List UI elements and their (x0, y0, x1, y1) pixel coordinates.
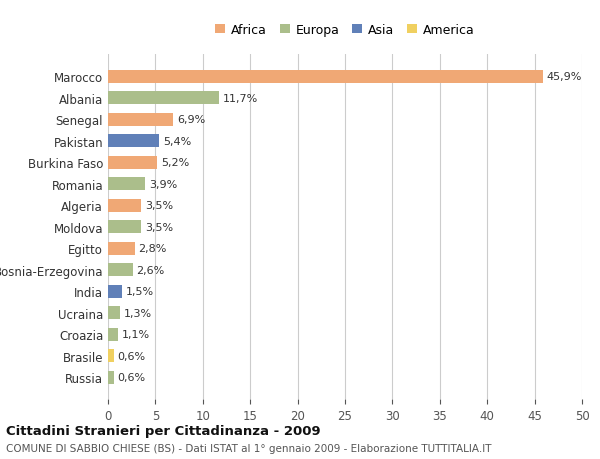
Text: 0,6%: 0,6% (118, 351, 146, 361)
Text: 5,4%: 5,4% (163, 136, 191, 146)
Text: 1,5%: 1,5% (126, 286, 154, 297)
Text: 6,9%: 6,9% (177, 115, 205, 125)
Text: 3,5%: 3,5% (145, 201, 173, 211)
Text: 1,3%: 1,3% (124, 308, 152, 318)
Text: 45,9%: 45,9% (547, 72, 582, 82)
Bar (108, 199, 141, 212)
Bar (108, 263, 133, 276)
Text: COMUNE DI SABBIO CHIESE (BS) - Dati ISTAT al 1° gennaio 2009 - Elaborazione TUTT: COMUNE DI SABBIO CHIESE (BS) - Dati ISTA… (6, 443, 491, 453)
Bar (108, 285, 122, 298)
Bar (108, 371, 113, 384)
Bar (108, 349, 113, 362)
Bar (108, 113, 173, 127)
Bar (108, 328, 118, 341)
Text: 11,7%: 11,7% (223, 94, 258, 104)
Text: 3,5%: 3,5% (145, 222, 173, 232)
Bar (108, 157, 157, 169)
Bar (108, 178, 145, 191)
Text: 0,6%: 0,6% (118, 372, 146, 382)
Legend: Africa, Europa, Asia, America: Africa, Europa, Asia, America (211, 20, 479, 40)
Bar (108, 242, 134, 255)
Text: 1,1%: 1,1% (122, 330, 151, 339)
Bar (108, 221, 141, 234)
Bar (108, 307, 121, 319)
Text: 3,9%: 3,9% (149, 179, 177, 189)
Bar (108, 71, 543, 84)
Text: 2,6%: 2,6% (136, 265, 164, 275)
Bar (108, 92, 219, 105)
Text: 5,2%: 5,2% (161, 158, 190, 168)
Text: 2,8%: 2,8% (139, 244, 167, 254)
Bar (108, 135, 159, 148)
Text: Cittadini Stranieri per Cittadinanza - 2009: Cittadini Stranieri per Cittadinanza - 2… (6, 424, 320, 437)
